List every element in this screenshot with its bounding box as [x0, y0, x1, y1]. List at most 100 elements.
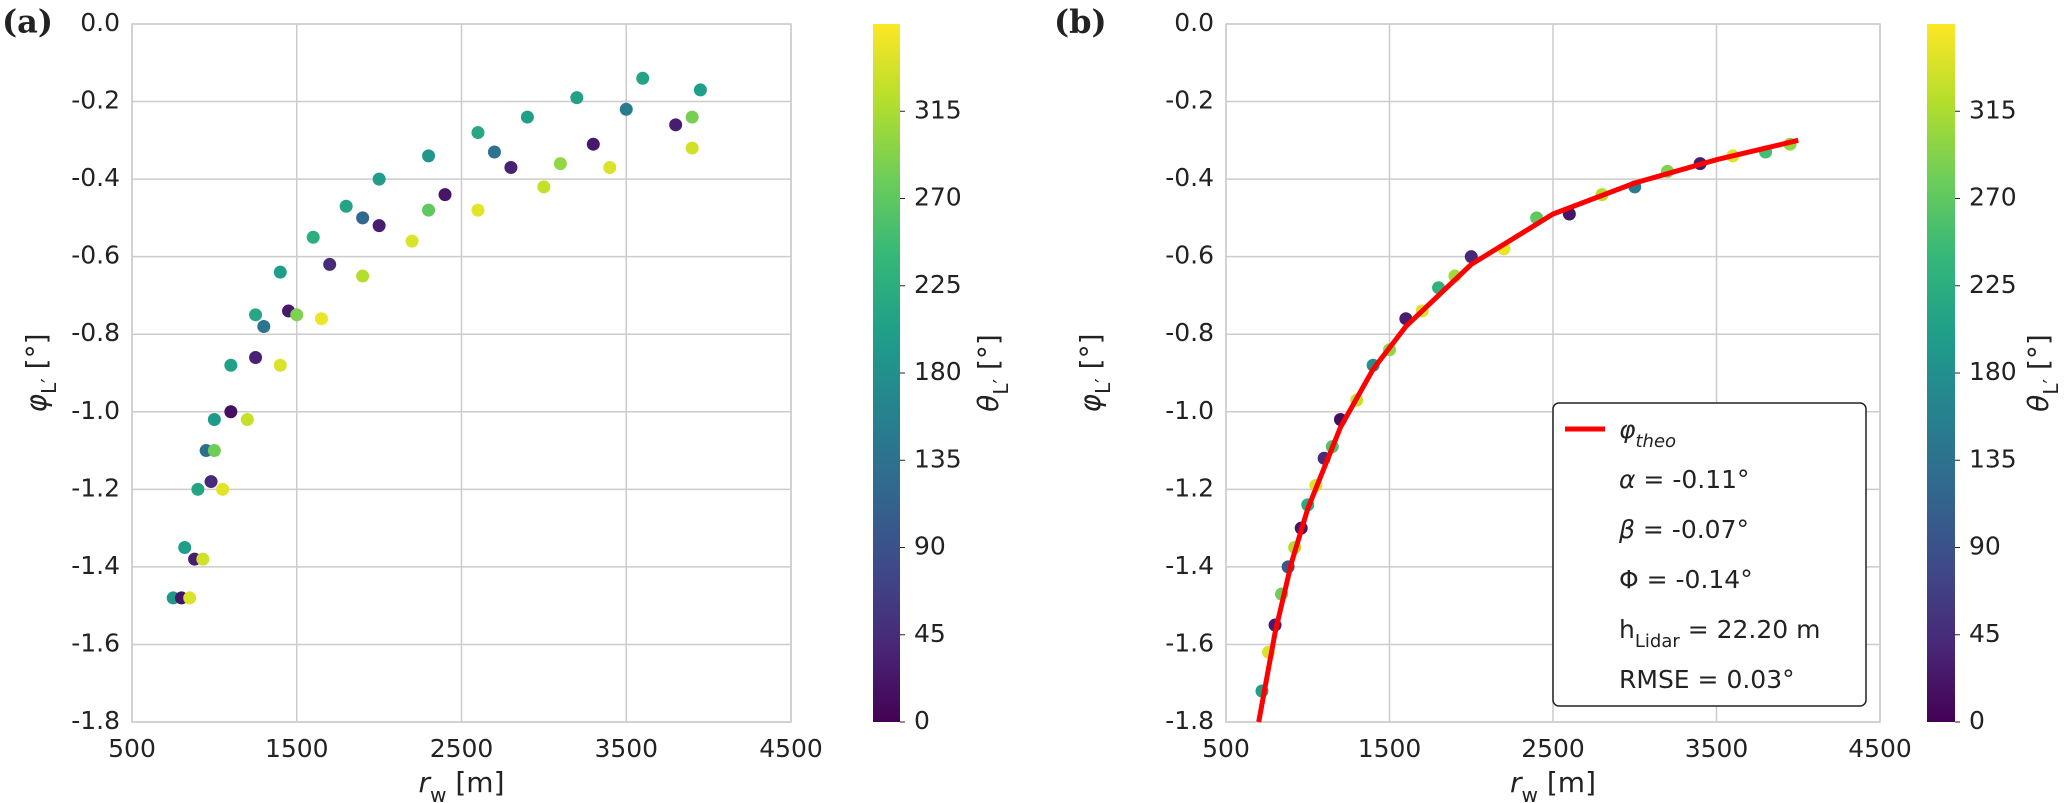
colorbar-label-part: θ: [2022, 395, 2055, 412]
colorbar: [873, 24, 900, 722]
scatter-point: [207, 413, 221, 427]
plot-frame: [131, 23, 792, 723]
y-tick-label: -1.2: [1165, 473, 1214, 502]
x-tick-label: 1500: [265, 734, 329, 763]
x-axis-label-part: w: [1521, 783, 1538, 803]
colorbar-tick-label: 0: [1969, 706, 1985, 735]
scatter-point: [273, 358, 287, 372]
y-tick-label: -0.2: [71, 86, 120, 115]
colorbar-label-part: L′: [2039, 378, 2063, 394]
scatter-point: [422, 149, 436, 163]
y-tick-label: -0.8: [71, 318, 120, 347]
scatter-point: [306, 230, 320, 244]
fit-line: [1256, 137, 1799, 723]
scatter-point: [372, 172, 386, 186]
scatter-point: [487, 145, 501, 159]
legend-box: [1552, 402, 1867, 707]
legend-label-part: φ: [1619, 415, 1636, 444]
x-tick-label: 2500: [1521, 734, 1585, 763]
colorbar-tick-label: 45: [914, 619, 946, 648]
x-axis-label-part: [m]: [1538, 766, 1596, 799]
x-axis-label-part: r: [418, 766, 431, 799]
colorbar-tick-label: 135: [1969, 444, 2017, 473]
scatter-point: [356, 269, 370, 283]
x-tick-label: 2500: [430, 734, 494, 763]
scatter-point: [504, 160, 518, 174]
colorbar-tick-label: 270: [914, 183, 962, 212]
scatter-point: [438, 188, 452, 202]
y-axis-label-part: φ: [1074, 394, 1107, 413]
y-tick-label: -1.8: [71, 706, 120, 735]
colorbar-label: θL′ [°]: [2022, 334, 2063, 412]
colorbar-tick-label: 315: [914, 95, 962, 124]
y-tick-label: -1.4: [71, 551, 120, 580]
colorbar-tick-label: 225: [1969, 270, 2017, 299]
y-axis-label-part: L′: [1091, 378, 1115, 394]
y-tick-label: -0.4: [71, 163, 120, 192]
scatter-point: [191, 482, 205, 496]
x-tick-label: 1500: [1358, 734, 1422, 763]
scatter-point: [204, 475, 218, 489]
legend-text: α = -0.11°: [1619, 465, 1750, 494]
x-axis-label-part: [m]: [446, 766, 504, 799]
scatter-point: [356, 211, 370, 225]
legend-text: Φ = -0.14°: [1619, 565, 1753, 594]
x-tick-label: 500: [108, 734, 156, 763]
scatter-point: [257, 319, 271, 333]
y-axis-label-part: [°]: [1074, 333, 1107, 378]
scatter-point: [224, 358, 238, 372]
scatter-point: [273, 265, 287, 279]
legend-text: hLidar = 22.20 m: [1619, 615, 1820, 652]
scatter-point: [537, 180, 551, 194]
y-tick-label: -0.6: [1165, 241, 1214, 270]
legend-text: β = -0.07°: [1618, 515, 1749, 544]
colorbar-tick-label: 135: [914, 444, 962, 473]
colorbar: [1927, 24, 1955, 722]
panel-label: (b): [1054, 3, 1107, 41]
scatter-point: [216, 482, 230, 496]
legend-text-part: α: [1619, 465, 1636, 494]
colorbar-tick-label: 45: [1969, 619, 2001, 648]
colorbar-tick-label: 270: [1969, 183, 2017, 212]
scatter-point: [693, 83, 707, 97]
scatter-point: [224, 405, 238, 419]
colorbar-label-part: θ: [972, 395, 1005, 412]
x-tick-label: 3500: [1685, 734, 1749, 763]
legend-text-part: h: [1619, 615, 1635, 644]
scatter-point: [636, 71, 650, 85]
legend-label-part: theo: [1636, 431, 1677, 452]
y-axis-label-part: φ: [20, 394, 53, 413]
legend-text-part: β: [1618, 515, 1635, 544]
legend-label: φtheo: [1619, 415, 1676, 452]
x-tick-label: 3500: [594, 734, 658, 763]
y-axis-label-part: L′: [37, 378, 61, 394]
scatter-point: [323, 257, 337, 271]
scatter-point: [183, 591, 197, 605]
scatter-point: [669, 118, 683, 132]
scatter-point: [570, 91, 584, 105]
x-axis-label: rw [m]: [418, 766, 504, 803]
legend-text-part: = -0.11°: [1635, 465, 1749, 494]
y-tick-label: -1.0: [71, 396, 120, 425]
x-tick-label: 4500: [1848, 734, 1912, 763]
y-tick-label: 0.0: [80, 8, 120, 37]
legend-text-part: RMSE = 0.03°: [1619, 665, 1795, 694]
legend-text-part: Lidar: [1635, 631, 1680, 652]
scatter-point: [685, 141, 699, 155]
x-axis-label: rw [m]: [1510, 766, 1596, 803]
scatter-point: [240, 413, 254, 427]
legend-text-part: = -0.07°: [1635, 515, 1749, 544]
colorbar-tick-label: 315: [1969, 95, 2017, 124]
colorbar-label-part: [°]: [2022, 334, 2055, 379]
scatter-point: [249, 308, 263, 322]
colorbar-tick-label: 180: [1969, 357, 2017, 386]
scatter-point: [314, 312, 328, 326]
scatter-point: [471, 126, 485, 140]
scatter-point: [619, 102, 633, 116]
scatter-point: [471, 203, 485, 217]
scatter-point: [372, 219, 386, 233]
y-axis-label: φL′ [°]: [20, 333, 61, 412]
colorbar-tick-label: 180: [914, 357, 962, 386]
y-tick-label: -1.6: [71, 628, 120, 657]
